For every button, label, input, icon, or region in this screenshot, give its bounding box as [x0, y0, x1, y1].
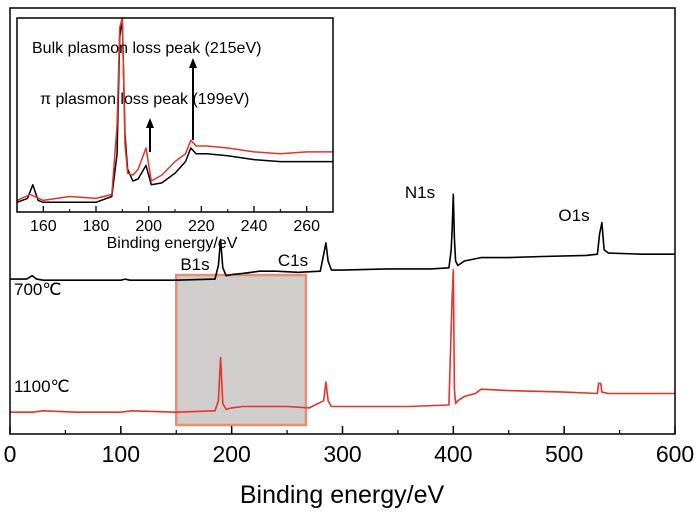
inset-series-line-1: [16, 17, 333, 202]
peak-label-b1s: B1s: [180, 255, 209, 274]
main-plot-series: [10, 193, 675, 414]
main-x-tick-label-500: 500: [545, 441, 583, 467]
inset-plot-series: [16, 17, 333, 204]
inset-x-tick-label-240: 240: [241, 218, 268, 235]
inset-annotation-bulk: Bulk plasmon loss peak (215eV): [32, 40, 261, 57]
inset-x-tick-label-180: 180: [83, 218, 110, 235]
main-series-line-1: [10, 268, 675, 414]
legend-700: 700℃: [14, 280, 61, 299]
inset-x-tick-label-200: 200: [135, 218, 162, 235]
arrow-bulk-peak: [189, 58, 197, 140]
main-series-line-0: [10, 193, 675, 282]
inset-x-axis-label: Binding energy/eV: [107, 235, 238, 252]
highlight-region: [175, 273, 308, 427]
main-x-tick-label-400: 400: [434, 441, 472, 467]
inset-x-axis: 160 180 200 220 240 260: [30, 206, 334, 235]
main-x-tick-label-200: 200: [212, 441, 250, 467]
inset-x-tick-label-160: 160: [30, 218, 57, 235]
main-x-axis-label: Binding energy/eV: [240, 481, 445, 509]
inset-x-tick-label-260: 260: [293, 218, 320, 235]
main-x-tick-label-600: 600: [656, 441, 694, 467]
inset-x-tick-label-220: 220: [188, 218, 215, 235]
legend-1100: 1100℃: [14, 377, 70, 396]
main-x-tick-label-0: 0: [4, 441, 17, 467]
main-x-axis: 0 100 200 300 400 500 600: [4, 426, 694, 467]
inset-background: [17, 18, 333, 212]
inset-series-line-0: [16, 17, 333, 204]
main-x-tick-label-100: 100: [102, 441, 140, 467]
peak-label-o1s: O1s: [558, 206, 589, 225]
main-x-tick-label-300: 300: [323, 441, 361, 467]
arrow-pi-peak: [146, 118, 154, 152]
peak-label-c1s: C1s: [278, 251, 308, 270]
peak-label-n1s: N1s: [405, 183, 435, 202]
inset-annotation-pi: π plasmon loss peak (199eV): [40, 91, 249, 108]
